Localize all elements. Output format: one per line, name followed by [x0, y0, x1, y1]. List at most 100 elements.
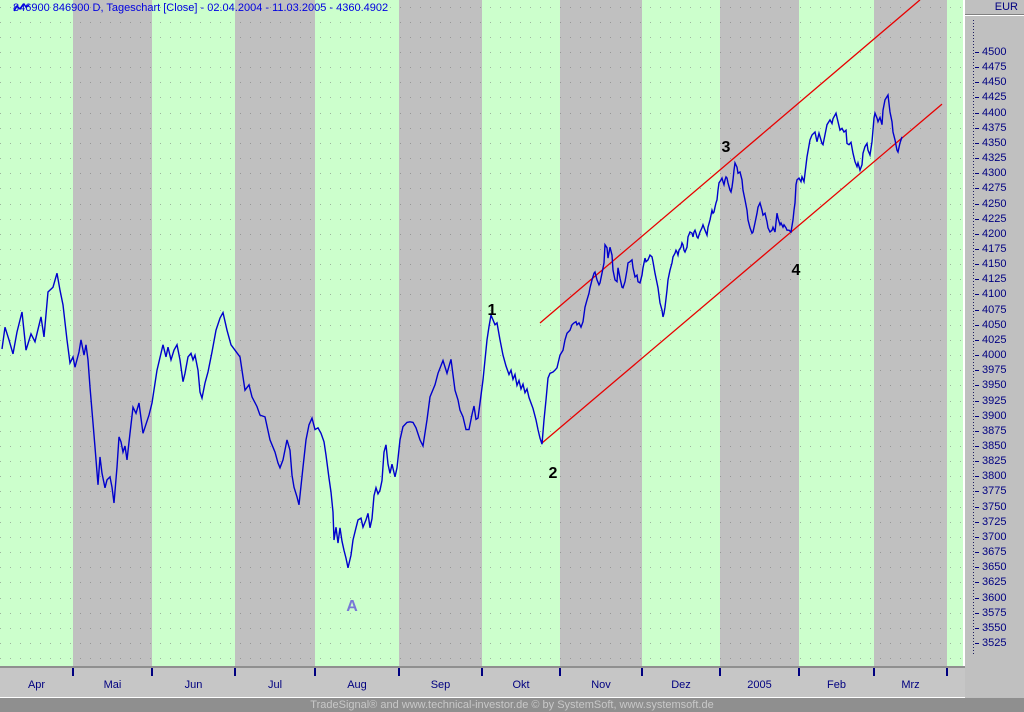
gridline-row: [0, 279, 963, 280]
time-axis[interactable]: Apr Mai Jun Jul Aug Sep Okt Nov Dez 2005 Feb Mrz: [0, 666, 965, 698]
gridline-row: [0, 476, 963, 477]
gridline-row: [0, 613, 963, 614]
gridline-row: [0, 416, 963, 417]
price-tick-label: 3575: [982, 606, 1007, 619]
price-chart-canvas: [1, 0, 943, 568]
price-axis[interactable]: EUR 4500 4475 4450 4425 4400 4375 4350 4325 4300…: [963, 0, 1024, 698]
price-tick-label: 4200: [982, 227, 1007, 240]
month-tick: [398, 668, 400, 676]
price-tick-label: 4025: [982, 333, 1007, 346]
gridline-row: [0, 491, 963, 492]
month-label-Nov: Nov: [591, 679, 611, 691]
price-tick: [975, 340, 979, 341]
price-tick-label: 3800: [982, 470, 1007, 483]
wave-label-A: A: [346, 598, 358, 615]
price-tick-label: 4500: [982, 46, 1007, 58]
gridline-row: [0, 113, 963, 114]
gridline-row: [0, 552, 963, 553]
gridline-row: [0, 188, 963, 189]
price-tick-label: 3650: [982, 561, 1007, 574]
gridline-row: [0, 370, 963, 371]
month-band: [152, 0, 235, 666]
gridline-row: [0, 294, 963, 295]
price-tick-label: 3775: [982, 485, 1007, 498]
price-tick: [975, 128, 979, 129]
month-tick: [641, 668, 643, 676]
price-tick-label: 4400: [982, 106, 1007, 119]
plot-area[interactable]: 1 2 3 4 A 846900 846900 D, Tageschart [Close…: [0, 0, 963, 666]
price-tick-label: 4075: [982, 303, 1007, 316]
lower-channel-line[interactable]: [541, 103, 943, 444]
gridline-row: [0, 567, 963, 568]
month-tick: [72, 668, 74, 676]
price-tick: [975, 310, 979, 311]
price-tick-label: 4275: [982, 182, 1007, 195]
price-tick-label: 4225: [982, 212, 1007, 225]
price-tick-label: 4000: [982, 349, 1007, 362]
price-tick-label: 4475: [982, 61, 1007, 74]
price-tick-label: 3625: [982, 576, 1007, 589]
price-tick: [975, 613, 979, 614]
month-tick: [559, 668, 561, 676]
price-tick-label: 4175: [982, 242, 1007, 255]
gridline-row: [0, 67, 963, 68]
gridline-row: [0, 219, 963, 220]
price-tick-label: 4350: [982, 136, 1007, 149]
price-tick: [975, 491, 979, 492]
price-tick-label: 3950: [982, 379, 1007, 392]
month-label-Aug: Aug: [347, 679, 367, 691]
price-tick: [975, 552, 979, 553]
gridline-row: [0, 143, 963, 144]
gridline-row: [0, 82, 963, 83]
price-line[interactable]: [1, 92, 903, 568]
price-tick: [975, 264, 979, 265]
gridline-row: [0, 461, 963, 462]
price-tick-label: 3825: [982, 455, 1007, 468]
month-tick: [481, 668, 483, 676]
price-tick: [975, 82, 979, 83]
price-tick: [975, 158, 979, 159]
gridline-row: [0, 325, 963, 326]
price-tick-label: 4125: [982, 273, 1007, 286]
price-tick: [975, 598, 979, 599]
month-label-Mai: Mai: [103, 679, 122, 691]
month-tick: [151, 668, 153, 676]
gridline-row: [0, 658, 963, 659]
price-tick: [975, 143, 979, 144]
price-tick-label: 3975: [982, 364, 1007, 377]
month-label-2005: 2005: [747, 679, 772, 691]
price-tick: [975, 67, 979, 68]
price-tick-label: 3850: [982, 439, 1007, 452]
price-tick: [975, 219, 979, 220]
price-tick: [975, 173, 979, 174]
month-label-Dez: Dez: [671, 679, 691, 691]
price-tick: [975, 522, 979, 523]
gridline-row: [0, 249, 963, 250]
price-tick-label: 3675: [982, 546, 1007, 559]
month-band: [799, 0, 874, 666]
price-tick: [975, 476, 979, 477]
gridline-row: [0, 310, 963, 311]
gridline-row: [0, 628, 963, 629]
price-tick: [975, 567, 979, 568]
status-text: TradeSignal® and www.technical-investor.…: [310, 699, 714, 711]
price-tick-label: 3525: [982, 636, 1007, 649]
month-tick: [798, 668, 800, 676]
month-band: [399, 0, 482, 666]
upper-channel-line[interactable]: [539, 0, 921, 324]
price-tick: [975, 294, 979, 295]
month-band: [560, 0, 642, 666]
price-tick: [975, 401, 979, 402]
price-tick-label: 4150: [982, 258, 1007, 271]
price-tick: [975, 325, 979, 326]
price-tick: [975, 113, 979, 114]
gridline-row: [0, 431, 963, 432]
price-tick-label: 3725: [982, 515, 1007, 528]
wave-label-1: 1: [487, 302, 497, 319]
price-tick: [975, 385, 979, 386]
gridline-row: [0, 158, 963, 159]
price-tick-label: 3900: [982, 409, 1007, 422]
price-tick: [975, 370, 979, 371]
gridline-row: [0, 385, 963, 386]
